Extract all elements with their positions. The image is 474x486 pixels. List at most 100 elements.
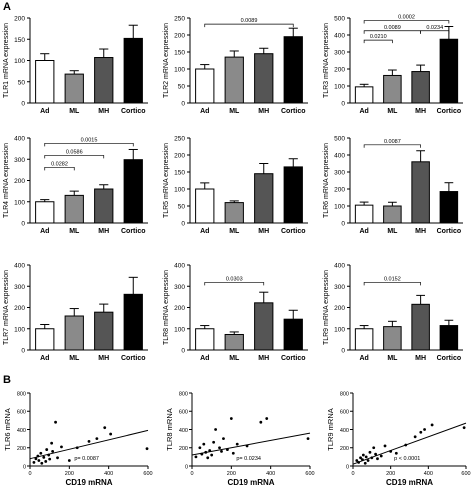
data-point (198, 446, 202, 450)
x-tick-label: Cortico (121, 355, 146, 362)
y-tick-label: 50 (178, 204, 186, 211)
x-tick-label: ML (229, 355, 240, 362)
y-tick-label: 800 (340, 391, 349, 397)
bar-ad (35, 201, 55, 224)
y-tick-label: 400 (14, 263, 25, 270)
x-tick-label: MH (258, 108, 269, 115)
y-tick-label: 50 (18, 79, 26, 86)
data-point (214, 428, 218, 431)
data-point (194, 455, 198, 459)
data-point (95, 437, 99, 441)
x-tick-label: Cortico (437, 108, 462, 115)
y-tick-label: 200 (334, 67, 345, 74)
x-tick-label: ML (387, 108, 398, 115)
data-point (376, 457, 379, 461)
y-tick-label: 200 (174, 305, 185, 312)
x-tick-label: ML (69, 355, 80, 362)
x-tick-label: ML (387, 228, 398, 235)
p-value-label: 0.0234 (426, 25, 443, 31)
bar-chart-3: 0 100 200 300 400 500 TLR3 mRNA expression Ad ML… (323, 15, 463, 115)
bar-ml (383, 205, 402, 224)
data-point (355, 459, 359, 462)
data-point (51, 450, 55, 453)
y-tick-label: 400 (179, 428, 188, 434)
bar-ml (64, 73, 84, 104)
data-point (423, 428, 426, 431)
p-value-label: 0.0089 (241, 18, 258, 24)
data-point (364, 455, 368, 459)
bar-cortico (283, 166, 303, 224)
regression-line (191, 432, 311, 456)
y-tick-label: 500 (334, 136, 345, 143)
data-point (359, 456, 362, 460)
y-tick-label: 100 (334, 84, 345, 91)
regression-line (352, 422, 467, 465)
x-tick-label: MH (415, 108, 426, 115)
bar-ad (354, 86, 374, 104)
bar-cortico (123, 159, 143, 224)
y-tick-label: 800 (179, 391, 188, 397)
data-point (109, 432, 113, 436)
x-tick-label: 400 (104, 471, 113, 477)
y-axis-label: TLR2 mRNA expression (163, 23, 170, 98)
significance-bracket (420, 30, 450, 34)
data-point (231, 451, 235, 455)
data-point (206, 456, 210, 460)
data-point (202, 442, 206, 446)
y-tick-label: 0 (21, 221, 25, 228)
y-tick-label: 150 (14, 37, 25, 44)
data-point (265, 417, 269, 420)
bar-chart-7: 0 100 200 300 400 TLR7 mRNA expression Ad ML MH C… (3, 263, 148, 362)
y-tick-label: 800 (17, 391, 26, 397)
y-tick-label: 400 (334, 263, 345, 270)
x-tick-label: 0 (351, 471, 354, 477)
bar-mh (94, 188, 114, 224)
y-tick-label: 200 (14, 16, 25, 23)
y-tick-label: 0 (346, 464, 349, 470)
y-tick-label: 100 (334, 204, 345, 211)
significance-bracket (204, 23, 294, 28)
bar-ml (64, 194, 84, 224)
x-tick-label: Ad (40, 355, 49, 362)
y-tick-label: 200 (174, 33, 185, 40)
significance-bracket (363, 20, 450, 24)
y-tick-label: 100 (14, 58, 25, 65)
x-tick-label: 200 (227, 471, 236, 477)
y-tick-label: 500 (334, 16, 345, 23)
y-tick-label: 300 (334, 284, 345, 291)
p-value-label: 0.0282 (51, 161, 68, 167)
data-point (39, 451, 43, 455)
bar-ml (224, 333, 244, 351)
x-tick-label: 200 (386, 471, 395, 477)
bar-chart-6: 0 100 200 300 400 500 TLR6 mRNA expression Ad ML… (323, 136, 463, 235)
x-tick-label: 0 (28, 471, 31, 477)
p-value-label: p < 0.0001 (394, 456, 420, 462)
p-value-label: p= 0.0234 (236, 456, 261, 462)
x-tick-label: ML (229, 228, 240, 235)
y-tick-label: 0 (341, 348, 345, 355)
y-tick-label: 250 (174, 136, 185, 143)
bar-ad (195, 68, 215, 104)
y-axis-label: TLR6 mRNA expression (323, 143, 330, 218)
significance-bracket (363, 144, 421, 148)
x-tick-label: MH (415, 355, 426, 362)
p-value-label: p= 0.0087 (74, 456, 99, 462)
y-tick-label: 300 (14, 157, 25, 164)
data-point (361, 453, 365, 457)
y-tick-label: 400 (340, 428, 349, 434)
data-point (50, 441, 54, 445)
p-value-label: 0.0152 (384, 276, 401, 282)
bar-mh (94, 311, 114, 351)
y-tick-label: 200 (179, 446, 188, 452)
y-tick-label: 300 (174, 284, 185, 291)
data-point (44, 460, 48, 463)
x-tick-label: MH (98, 108, 109, 115)
y-tick-label: 400 (17, 428, 26, 434)
y-tick-label: 600 (179, 410, 188, 416)
x-tick-label: Cortico (437, 228, 462, 235)
bar-ml (383, 326, 402, 351)
y-tick-label: 0 (341, 101, 345, 108)
x-tick-label: ML (387, 355, 398, 362)
bar-chart-5: 0 50 100 150 200 250 TLR5 mRNA expression Ad ML M… (163, 136, 308, 235)
x-tick-label: 0 (190, 471, 193, 477)
